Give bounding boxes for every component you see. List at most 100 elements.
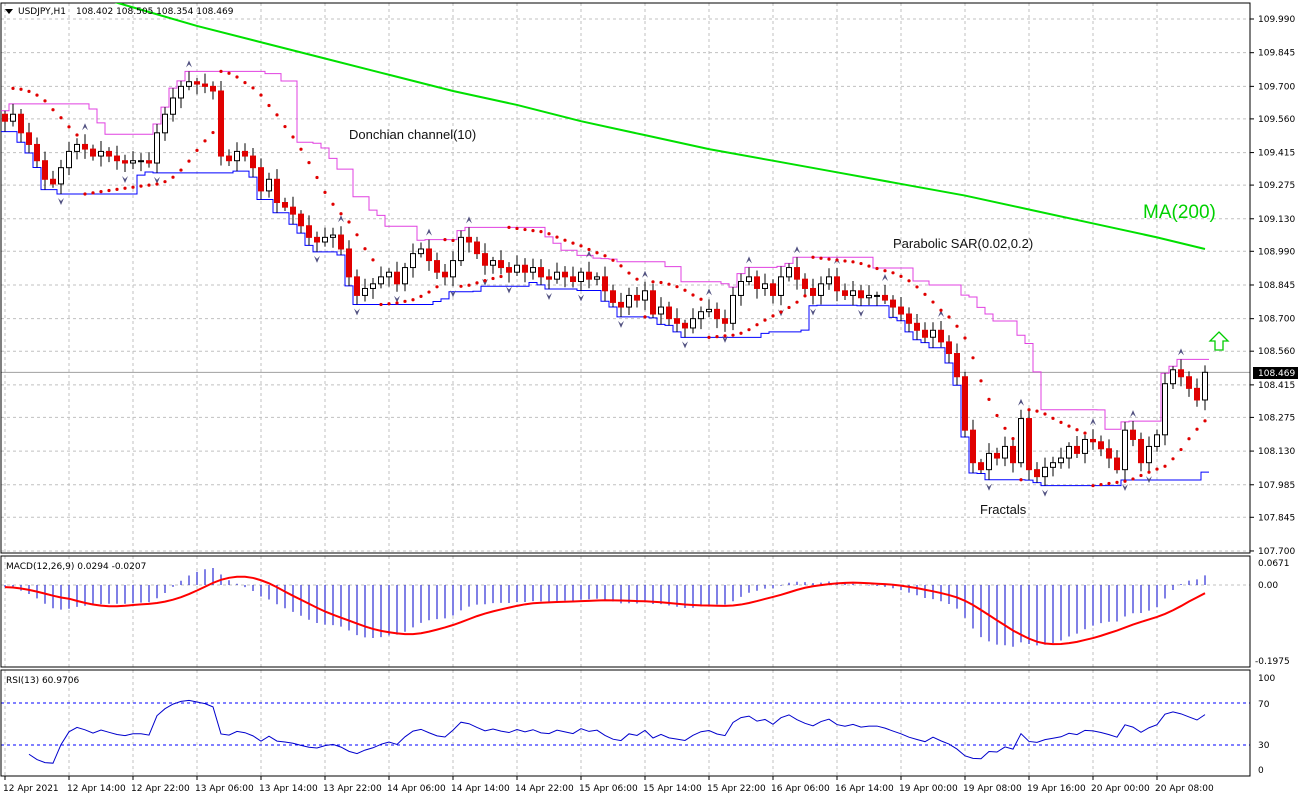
candle xyxy=(18,113,24,134)
y-tick-label: 109.415 xyxy=(1258,149,1295,159)
sar-dot xyxy=(1123,479,1127,483)
y-tick-label: 109.845 xyxy=(1258,49,1295,59)
x-tick-label: 14 Apr 14:00 xyxy=(451,784,510,794)
sar-dot xyxy=(395,301,399,305)
sar-dot xyxy=(131,185,135,189)
candle xyxy=(834,276,840,292)
candle xyxy=(498,260,504,269)
sar-dot xyxy=(619,264,623,268)
current-price-label: 108.469 xyxy=(1258,369,1295,379)
fractal-down-icon xyxy=(546,292,552,300)
candle xyxy=(26,132,32,145)
candle xyxy=(954,353,960,378)
sar-dot xyxy=(515,226,519,231)
sar-dot xyxy=(771,314,775,318)
sar-dot xyxy=(987,397,991,401)
candle xyxy=(634,294,640,301)
candle xyxy=(770,283,776,296)
sar-dot xyxy=(99,190,103,194)
sar-dot xyxy=(747,328,751,332)
candle xyxy=(626,294,632,308)
candle xyxy=(970,429,976,464)
fractal-down-icon xyxy=(858,309,864,317)
x-tick-label: 15 Apr 14:00 xyxy=(643,784,702,794)
sar-dot xyxy=(1131,477,1135,481)
candle xyxy=(98,150,104,157)
sar-dot xyxy=(755,323,759,327)
candle xyxy=(250,155,256,169)
sar-dot xyxy=(651,280,655,284)
candle xyxy=(1154,434,1160,447)
y-tick-label: 109.275 xyxy=(1258,181,1295,191)
candle xyxy=(1090,438,1096,443)
sar-dot xyxy=(427,290,431,294)
candle xyxy=(554,271,560,280)
sar-dot xyxy=(683,288,687,292)
dropdown-triangle-icon[interactable] xyxy=(5,9,13,14)
candle xyxy=(34,143,40,162)
candle xyxy=(730,294,736,324)
candle xyxy=(1082,438,1088,454)
candle xyxy=(754,276,760,289)
sar-dot xyxy=(859,261,863,266)
y-tick-label: 108.700 xyxy=(1258,315,1295,325)
sar-dot xyxy=(979,379,983,383)
sar-dot xyxy=(739,331,743,335)
candle xyxy=(314,236,320,243)
sar-dot xyxy=(947,315,951,319)
sar-dot xyxy=(19,87,23,91)
sar-dot xyxy=(699,297,703,301)
sar-dot xyxy=(811,255,815,259)
candle xyxy=(906,313,912,324)
candle xyxy=(778,276,784,296)
sar-dot xyxy=(995,413,999,418)
sar-dot xyxy=(59,116,63,120)
candle xyxy=(866,294,872,299)
sar-dot xyxy=(563,238,567,242)
candle xyxy=(706,308,712,313)
candle xyxy=(794,267,800,280)
x-tick-label: 13 Apr 14:00 xyxy=(259,784,318,794)
sar-dot xyxy=(883,269,887,273)
candle xyxy=(658,306,664,315)
y-tick-label: 107.985 xyxy=(1258,481,1295,491)
candle xyxy=(1186,376,1192,389)
fractal-down-icon xyxy=(450,290,456,298)
sar-dot xyxy=(1059,420,1063,424)
candle xyxy=(722,318,728,324)
candle xyxy=(674,318,680,324)
fractal-up-icon xyxy=(882,274,888,282)
candle xyxy=(466,236,472,243)
candle xyxy=(274,178,280,204)
sar-dot xyxy=(507,225,511,229)
sar-dot xyxy=(179,168,183,172)
candle xyxy=(530,267,536,273)
sar-dot xyxy=(1155,467,1159,471)
candle xyxy=(1170,369,1176,385)
sar-dot xyxy=(139,184,143,188)
sar-dot xyxy=(795,300,799,304)
sar-dot xyxy=(827,257,831,261)
candle xyxy=(914,322,920,331)
macd-panel xyxy=(0,555,1251,668)
sar-dot xyxy=(723,334,727,338)
candle xyxy=(826,276,832,285)
sar-dot xyxy=(403,299,407,303)
sar-dot xyxy=(915,285,919,289)
x-tick-label: 19 Apr 08:00 xyxy=(963,784,1022,794)
candle xyxy=(1178,369,1184,378)
fractal-down-icon xyxy=(122,176,128,184)
candle xyxy=(1058,457,1064,464)
candle xyxy=(578,271,584,282)
candle xyxy=(194,81,200,85)
fractal-up-icon xyxy=(706,288,712,296)
candle xyxy=(370,283,376,289)
sar-dot xyxy=(267,103,271,108)
candle xyxy=(666,306,672,320)
candle xyxy=(402,267,408,285)
candle xyxy=(714,308,720,320)
candle xyxy=(762,283,768,289)
candle xyxy=(842,290,848,296)
candle xyxy=(474,241,480,255)
y-tick-label: 109.130 xyxy=(1258,215,1295,225)
